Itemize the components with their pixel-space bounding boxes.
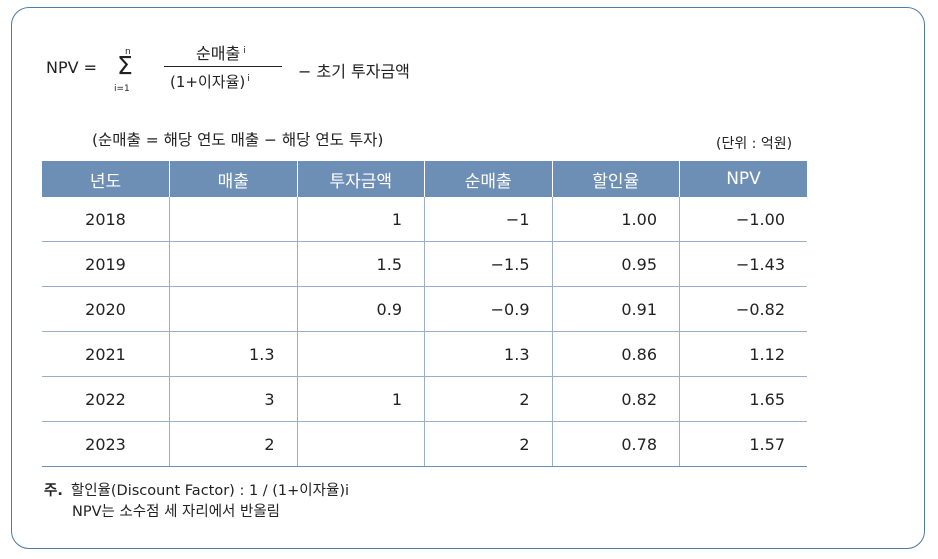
numerator-superscript: i xyxy=(243,45,246,56)
cell-discount-rate: 1.00 xyxy=(551,197,680,242)
header-discount-rate: 할인율 xyxy=(551,161,680,197)
cell-npv: −1.43 xyxy=(679,241,807,287)
cell-investment: 1 xyxy=(296,376,425,422)
summation-symbol: Σ xyxy=(117,51,133,80)
cell-net-sales: −1.5 xyxy=(424,241,553,287)
cell-npv: 1.57 xyxy=(679,421,807,467)
header-year: 년도 xyxy=(42,161,170,197)
cell-sales xyxy=(169,197,298,242)
fraction-denominator: (1+이자율) i xyxy=(170,71,250,92)
cell-investment: 0.9 xyxy=(296,286,425,332)
cell-net-sales: −1 xyxy=(424,197,553,242)
cell-year: 2021 xyxy=(42,331,170,377)
footnote-mark: 주. xyxy=(44,483,63,499)
cell-npv: −0.82 xyxy=(679,286,807,332)
cell-year: 2020 xyxy=(42,286,170,332)
cell-net-sales: −0.9 xyxy=(424,286,553,332)
cell-sales: 1.3 xyxy=(169,331,298,377)
header-investment: 투자금액 xyxy=(296,161,425,197)
formula-lhs: NPV = xyxy=(46,58,98,77)
cell-year: 2018 xyxy=(42,197,170,242)
denominator-text: (1+이자율) xyxy=(170,73,246,91)
cell-discount-rate: 0.82 xyxy=(551,376,680,422)
cell-discount-rate: 0.86 xyxy=(551,331,680,377)
cell-npv: −1.00 xyxy=(679,197,807,242)
cell-net-sales: 2 xyxy=(424,376,553,422)
cell-npv: 1.12 xyxy=(679,331,807,377)
fraction-numerator: 순매출 i xyxy=(196,40,246,64)
table-row: 2019 1.5 −1.5 0.95 −1.43 xyxy=(42,241,807,287)
fraction-bar xyxy=(164,66,282,67)
cell-discount-rate: 0.78 xyxy=(551,421,680,467)
footnote: 주. 할인율(Discount Factor) : 1 / (1+이자율)i NP… xyxy=(44,481,349,523)
formula-definition: (순매출 = 해당 연도 매출 − 해당 연도 투자) xyxy=(92,131,384,149)
header-sales: 매출 xyxy=(169,161,298,197)
cell-investment: 1.5 xyxy=(296,241,425,287)
cell-discount-rate: 0.91 xyxy=(551,286,680,332)
table-row: 2018 1 −1 1.00 −1.00 xyxy=(42,197,807,242)
table-header-row: 년도 매출 투자금액 순매출 할인율 NPV xyxy=(42,161,807,197)
cell-npv: 1.65 xyxy=(679,376,807,422)
cell-sales xyxy=(169,286,298,332)
sum-upper-limit: n xyxy=(125,47,131,57)
table-row: 2020 0.9 −0.9 0.91 −0.82 xyxy=(42,286,807,332)
npv-table: 년도 매출 투자금액 순매출 할인율 NPV 2018 1 −1 1.00 −1… xyxy=(42,161,807,467)
numerator-text: 순매출 xyxy=(196,44,241,63)
header-npv: NPV xyxy=(679,161,807,197)
sum-lower-limit: i=1 xyxy=(114,84,130,94)
cell-net-sales: 2 xyxy=(424,421,553,467)
cell-net-sales: 1.3 xyxy=(424,331,553,377)
cell-sales: 2 xyxy=(169,421,298,467)
cell-year: 2019 xyxy=(42,241,170,287)
content-frame xyxy=(11,7,925,549)
formula-minus-term: − 초기 투자금액 xyxy=(298,62,410,81)
footnote-discount-factor: 할인율(Discount Factor) : 1 / (1+이자율)i xyxy=(70,483,350,499)
cell-sales xyxy=(169,241,298,287)
cell-investment xyxy=(296,331,425,377)
header-net-sales: 순매출 xyxy=(424,161,553,197)
cell-sales: 3 xyxy=(169,376,298,422)
cell-year: 2022 xyxy=(42,376,170,422)
table-row: 2022 3 1 2 0.82 1.65 xyxy=(42,376,807,422)
footnote-rounding: NPV는 소수점 세 자리에서 반올림 xyxy=(72,504,281,520)
cell-year: 2023 xyxy=(42,421,170,467)
cell-investment xyxy=(296,421,425,467)
npv-formula: NPV = n Σ i=1 순매출 i (1+이자율) i − 초기 투자금액 xyxy=(46,40,466,100)
cell-discount-rate: 0.95 xyxy=(551,241,680,287)
denominator-superscript: i xyxy=(247,74,250,84)
table-row: 2021 1.3 1.3 0.86 1.12 xyxy=(42,331,807,377)
cell-investment: 1 xyxy=(296,197,425,242)
footnote-line-1: 주. 할인율(Discount Factor) : 1 / (1+이자율)i xyxy=(44,481,349,502)
unit-label: (단위 : 억원) xyxy=(716,136,793,152)
table-row: 2023 2 2 0.78 1.57 xyxy=(42,421,807,467)
